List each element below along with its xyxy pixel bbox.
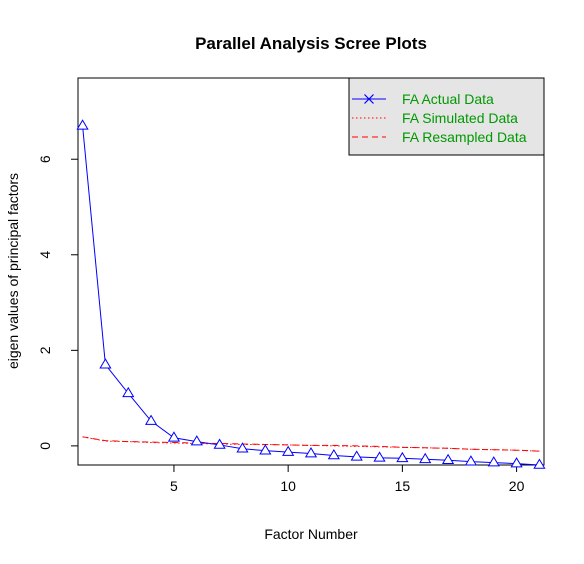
series-line-2 <box>82 436 540 452</box>
data-point <box>236 442 249 453</box>
data-point <box>464 455 478 466</box>
data-point <box>99 358 112 369</box>
series-layer <box>76 119 546 469</box>
y-axis-label: eigen values of principal factors <box>5 173 21 369</box>
data-point <box>350 450 363 461</box>
data-point <box>510 457 523 468</box>
series-line-0 <box>82 125 540 466</box>
data-point <box>396 451 409 463</box>
legend-label-1: FA Simulated Data <box>402 110 518 126</box>
y-tick-label: 0 <box>37 442 53 450</box>
data-point <box>419 452 432 464</box>
y-tick-label: 2 <box>37 346 53 354</box>
data-point <box>327 448 340 460</box>
data-point <box>144 414 158 425</box>
legend: FA Actual Data FA Simulated Data FA Resamp… <box>348 77 545 156</box>
data-point <box>122 386 135 398</box>
chart-title: Parallel Analysis Scree Plots <box>195 34 427 53</box>
plot-area-frame <box>77 77 545 466</box>
x-tick-label: 20 <box>509 478 525 494</box>
legend-label-2: FA Resampled Data <box>402 129 527 145</box>
data-point <box>259 444 272 455</box>
x-axis-label: Factor Number <box>264 526 358 542</box>
legend-box <box>348 77 545 156</box>
x-tick-label: 15 <box>395 478 411 494</box>
x-tick-label: 5 <box>170 478 178 494</box>
data-point <box>190 435 203 446</box>
legend-label-0: FA Actual Data <box>402 91 494 107</box>
data-point <box>487 456 500 467</box>
data-point <box>76 119 89 130</box>
y-tick-label: 6 <box>37 155 53 163</box>
legend-x-marker <box>364 94 374 104</box>
y-tick-label: 4 <box>37 251 53 259</box>
data-point <box>533 458 546 469</box>
y-axis: 0 2 4 6 <box>37 155 78 450</box>
x-axis: 5 10 15 20 <box>170 465 525 494</box>
data-point <box>441 453 455 465</box>
data-point <box>373 451 386 462</box>
data-point <box>167 431 181 442</box>
data-point <box>282 445 295 456</box>
x-tick-label: 10 <box>280 478 296 494</box>
data-point <box>213 438 226 449</box>
data-point <box>304 447 318 458</box>
